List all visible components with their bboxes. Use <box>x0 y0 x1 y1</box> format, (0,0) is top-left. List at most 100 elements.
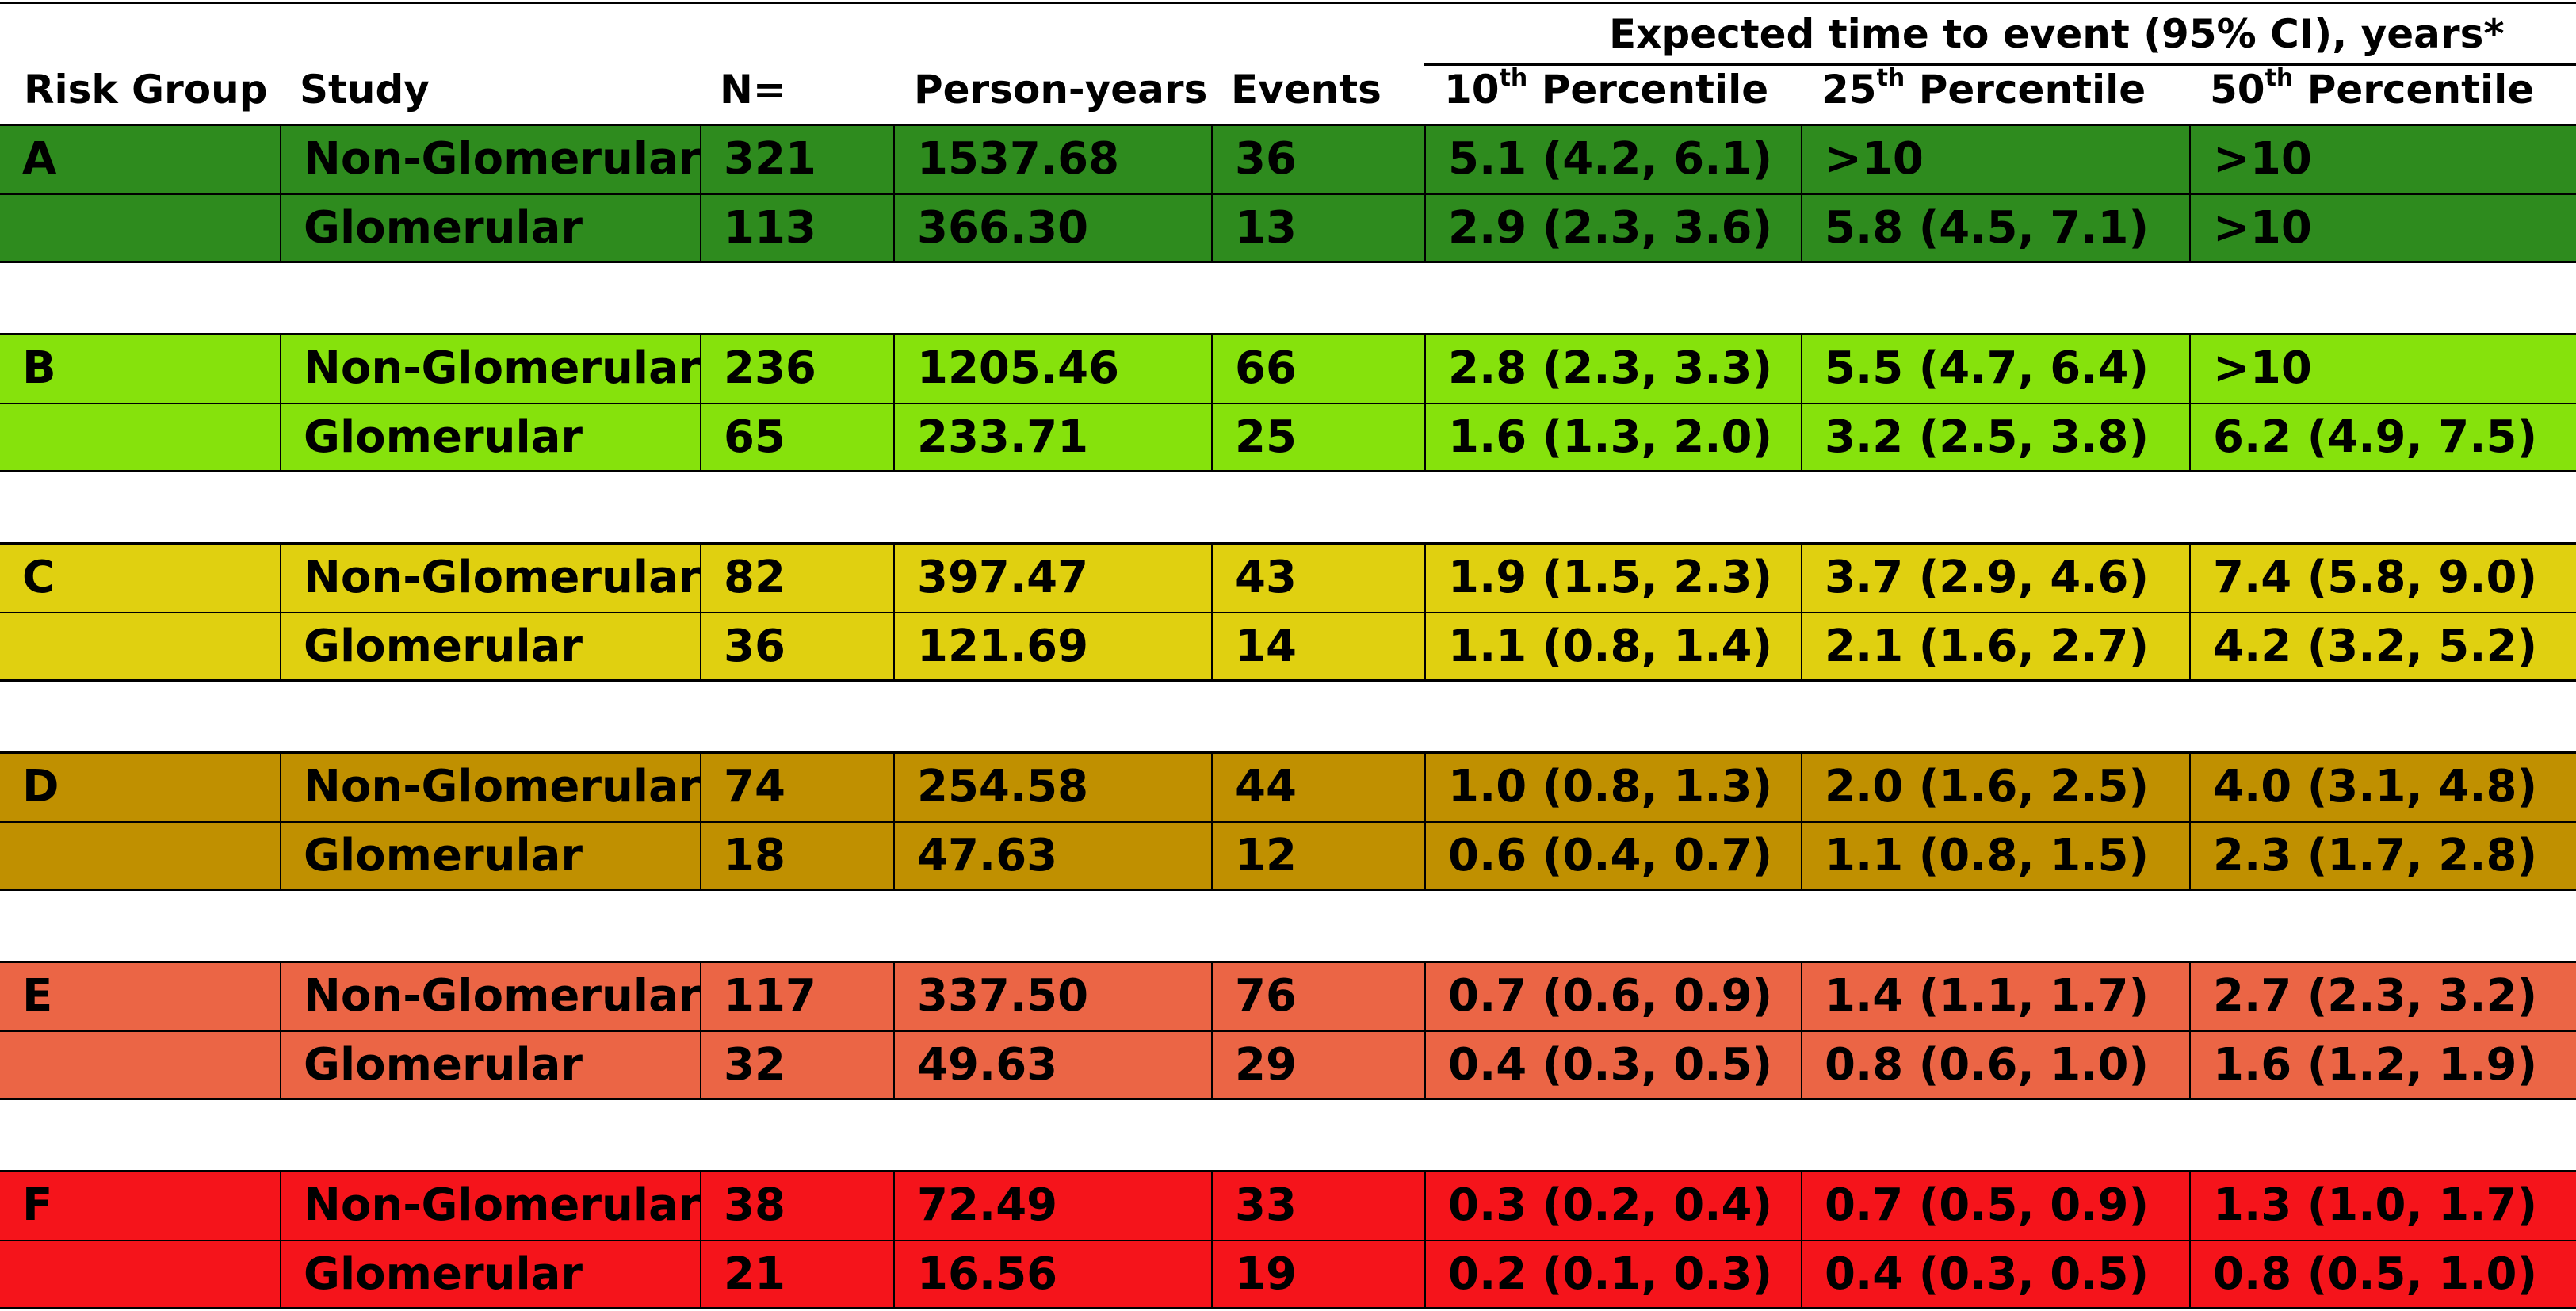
cell-n: 113 <box>700 195 893 261</box>
top-rule <box>0 2 2576 4</box>
cell-py: 233.71 <box>893 404 1211 470</box>
cell-py: 366.30 <box>893 195 1211 261</box>
risk-group-cell <box>0 613 280 679</box>
table-row: Glomerular 32 49.63 29 0.4 (0.3, 0.5) 0.8 (0.… <box>0 1030 2576 1100</box>
column-header-label: 25 <box>1821 67 1877 113</box>
cell-study: Non-Glomerular <box>280 963 701 1030</box>
cell-n: 82 <box>700 545 893 612</box>
cell-p50: 7.4 (5.8, 9.0) <box>2189 545 2576 612</box>
cell-study: Glomerular <box>280 195 700 261</box>
cell-p10: 0.7 (0.6, 0.9) <box>1424 963 1801 1030</box>
cell-n: 32 <box>700 1032 893 1098</box>
column-header-4: Events <box>1231 70 1382 109</box>
risk-group-cell <box>0 195 280 261</box>
table-row: B Non-Glomerular 236 1205.46 66 2.8 (2.3, 3.3… <box>0 333 2576 403</box>
cell-p10: 0.6 (0.4, 0.7) <box>1424 823 1801 889</box>
cell-p10: 1.0 (0.8, 1.3) <box>1424 754 1801 821</box>
cell-p10: 1.9 (1.5, 2.3) <box>1424 545 1801 612</box>
table-row: E Non-Glomerular 117 337.50 76 0.7 (0.6, 0.9)… <box>0 961 2576 1030</box>
cell-p50: 4.0 (3.1, 4.8) <box>2189 754 2576 821</box>
cell-py: 1537.68 <box>893 126 1211 193</box>
cell-study: Glomerular <box>280 823 700 889</box>
cell-p10: 1.1 (0.8, 1.4) <box>1424 613 1801 679</box>
cell-py: 121.69 <box>893 613 1211 679</box>
cell-p50: 0.8 (0.5, 1.0) <box>2189 1241 2576 1307</box>
cell-py: 16.56 <box>893 1241 1211 1307</box>
cell-study: Non-Glomerular <box>280 1172 701 1240</box>
cell-p25: 1.4 (1.1, 1.7) <box>1801 963 2189 1030</box>
cell-events: 14 <box>1211 613 1424 679</box>
column-header-superscript: th <box>1499 64 1528 92</box>
column-header-2: N= <box>720 70 786 109</box>
cell-p25: 2.0 (1.6, 2.5) <box>1801 754 2189 821</box>
cell-n: 236 <box>700 335 893 403</box>
cell-p10: 2.8 (2.3, 3.3) <box>1424 335 1801 403</box>
table-row: Glomerular 113 366.30 13 2.9 (2.3, 3.6) 5.8 (… <box>0 193 2576 263</box>
table-row: D Non-Glomerular 74 254.58 44 1.0 (0.8, 1.3) 2… <box>0 751 2576 821</box>
column-header-suffix: Percentile <box>2293 67 2535 113</box>
cell-events: 66 <box>1211 335 1424 403</box>
cell-py: 1205.46 <box>893 335 1211 403</box>
cell-p25: 2.1 (1.6, 2.7) <box>1801 613 2189 679</box>
risk-group-cell: C <box>22 552 55 603</box>
table-row: Glomerular 65 233.71 25 1.6 (1.3, 2.0) 3.2 (2… <box>0 403 2576 472</box>
column-header-label: 10 <box>1444 67 1500 113</box>
cell-study: Glomerular <box>280 1032 700 1098</box>
cell-study: Non-Glomerular <box>280 335 701 403</box>
column-header-1: Study <box>300 70 430 109</box>
cell-p25: 0.7 (0.5, 0.9) <box>1801 1172 2189 1240</box>
cell-study: Glomerular <box>280 613 700 679</box>
cell-events: 13 <box>1211 195 1424 261</box>
table-row: F Non-Glomerular 38 72.49 33 0.3 (0.2, 0.4) 0.… <box>0 1170 2576 1240</box>
cell-p25: 3.7 (2.9, 4.6) <box>1801 545 2189 612</box>
column-header-label: N= <box>720 67 786 113</box>
risk-group-cell <box>0 1032 280 1098</box>
table-row: Glomerular 18 47.63 12 0.6 (0.4, 0.7) 1.1 (0.… <box>0 821 2576 891</box>
cell-events: 36 <box>1211 126 1424 193</box>
risk-group-cell: B <box>22 342 56 394</box>
cell-p50: 2.3 (1.7, 2.8) <box>2189 823 2576 889</box>
column-header-7: 50th Percentile <box>2210 67 2534 110</box>
cell-p50: 1.6 (1.2, 1.9) <box>2189 1032 2576 1098</box>
cell-py: 72.49 <box>893 1172 1211 1240</box>
group-header-expected-time: Expected time to event (95% CI), years* <box>1609 11 2505 57</box>
risk-group-cell: E <box>22 970 53 1022</box>
cell-p50: >10 <box>2189 195 2576 261</box>
cell-p10: 0.3 (0.2, 0.4) <box>1424 1172 1801 1240</box>
risk-group-cell <box>0 404 280 470</box>
cell-events: 12 <box>1211 823 1424 889</box>
column-header-suffix: Percentile <box>1905 67 2146 113</box>
cell-n: 21 <box>700 1241 893 1307</box>
risk-group-cell: F <box>22 1179 53 1231</box>
cell-p10: 0.4 (0.3, 0.5) <box>1424 1032 1801 1098</box>
risk-group-cell <box>0 1241 280 1307</box>
cell-n: 321 <box>700 126 893 193</box>
table-row: Glomerular 21 16.56 19 0.2 (0.1, 0.3) 0.4 (0.… <box>0 1240 2576 1309</box>
cell-p25: 5.8 (4.5, 7.1) <box>1801 195 2189 261</box>
cell-py: 254.58 <box>893 754 1211 821</box>
cell-py: 337.50 <box>893 963 1211 1030</box>
cell-py: 397.47 <box>893 545 1211 612</box>
column-header-label: Risk Group <box>24 67 268 113</box>
cell-p10: 5.1 (4.2, 6.1) <box>1424 126 1801 193</box>
column-header-6: 25th Percentile <box>1821 67 2146 110</box>
cell-events: 29 <box>1211 1032 1424 1098</box>
cell-py: 47.63 <box>893 823 1211 889</box>
table-row: A Non-Glomerular 321 1537.68 36 5.1 (4.2, 6.1… <box>0 124 2576 193</box>
cell-study: Glomerular <box>280 1241 700 1307</box>
cell-p50: 6.2 (4.9, 7.5) <box>2189 404 2576 470</box>
table-row: Glomerular 36 121.69 14 1.1 (0.8, 1.4) 2.1 (1… <box>0 612 2576 682</box>
group-header-rule <box>1424 63 2576 66</box>
cell-p10: 1.6 (1.3, 2.0) <box>1424 404 1801 470</box>
column-header-3: Person-years <box>914 70 1207 109</box>
column-header-0: Risk Group <box>24 70 268 109</box>
cell-n: 36 <box>700 613 893 679</box>
risk-group-cell <box>0 823 280 889</box>
cell-study: Glomerular <box>280 404 700 470</box>
cell-p25: 0.4 (0.3, 0.5) <box>1801 1241 2189 1307</box>
cell-n: 117 <box>700 963 893 1030</box>
cell-p10: 0.2 (0.1, 0.3) <box>1424 1241 1801 1307</box>
cell-study: Non-Glomerular <box>280 754 701 821</box>
cell-n: 65 <box>700 404 893 470</box>
cell-p25: 5.5 (4.7, 6.4) <box>1801 335 2189 403</box>
